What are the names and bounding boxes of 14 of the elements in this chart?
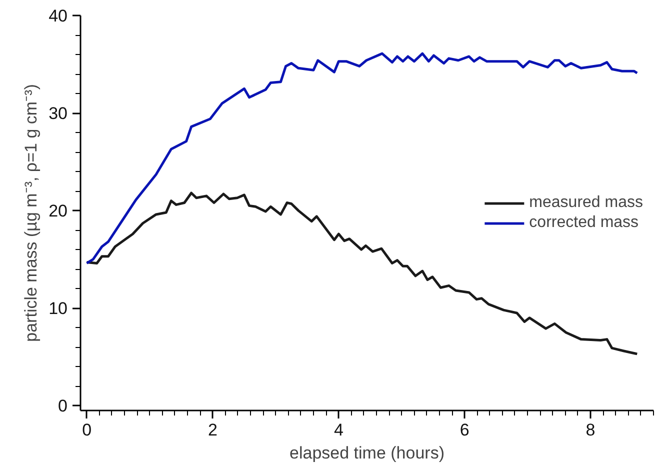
x-tick-label: 6 [460, 420, 470, 440]
y-tick-label: 20 [48, 202, 68, 221]
x-tick-label: 2 [208, 420, 218, 440]
x-tick-label: 8 [586, 420, 596, 440]
y-axis-title: particle mass (µg m⁻³, ρ=1 g cm⁻³) [22, 84, 41, 342]
y-tick-label: 40 [48, 6, 68, 26]
y-tick-label: 0 [58, 396, 68, 416]
legend-label: corrected mass [529, 214, 639, 232]
legend-label: measured mass [529, 194, 643, 212]
y-tick-label: 10 [48, 299, 68, 318]
y-tick-label: 30 [48, 104, 68, 124]
x-tick-label: 4 [334, 420, 344, 440]
x-tick-label: 0 [82, 420, 92, 440]
x-axis-title: elapsed time (hours) [290, 444, 444, 462]
